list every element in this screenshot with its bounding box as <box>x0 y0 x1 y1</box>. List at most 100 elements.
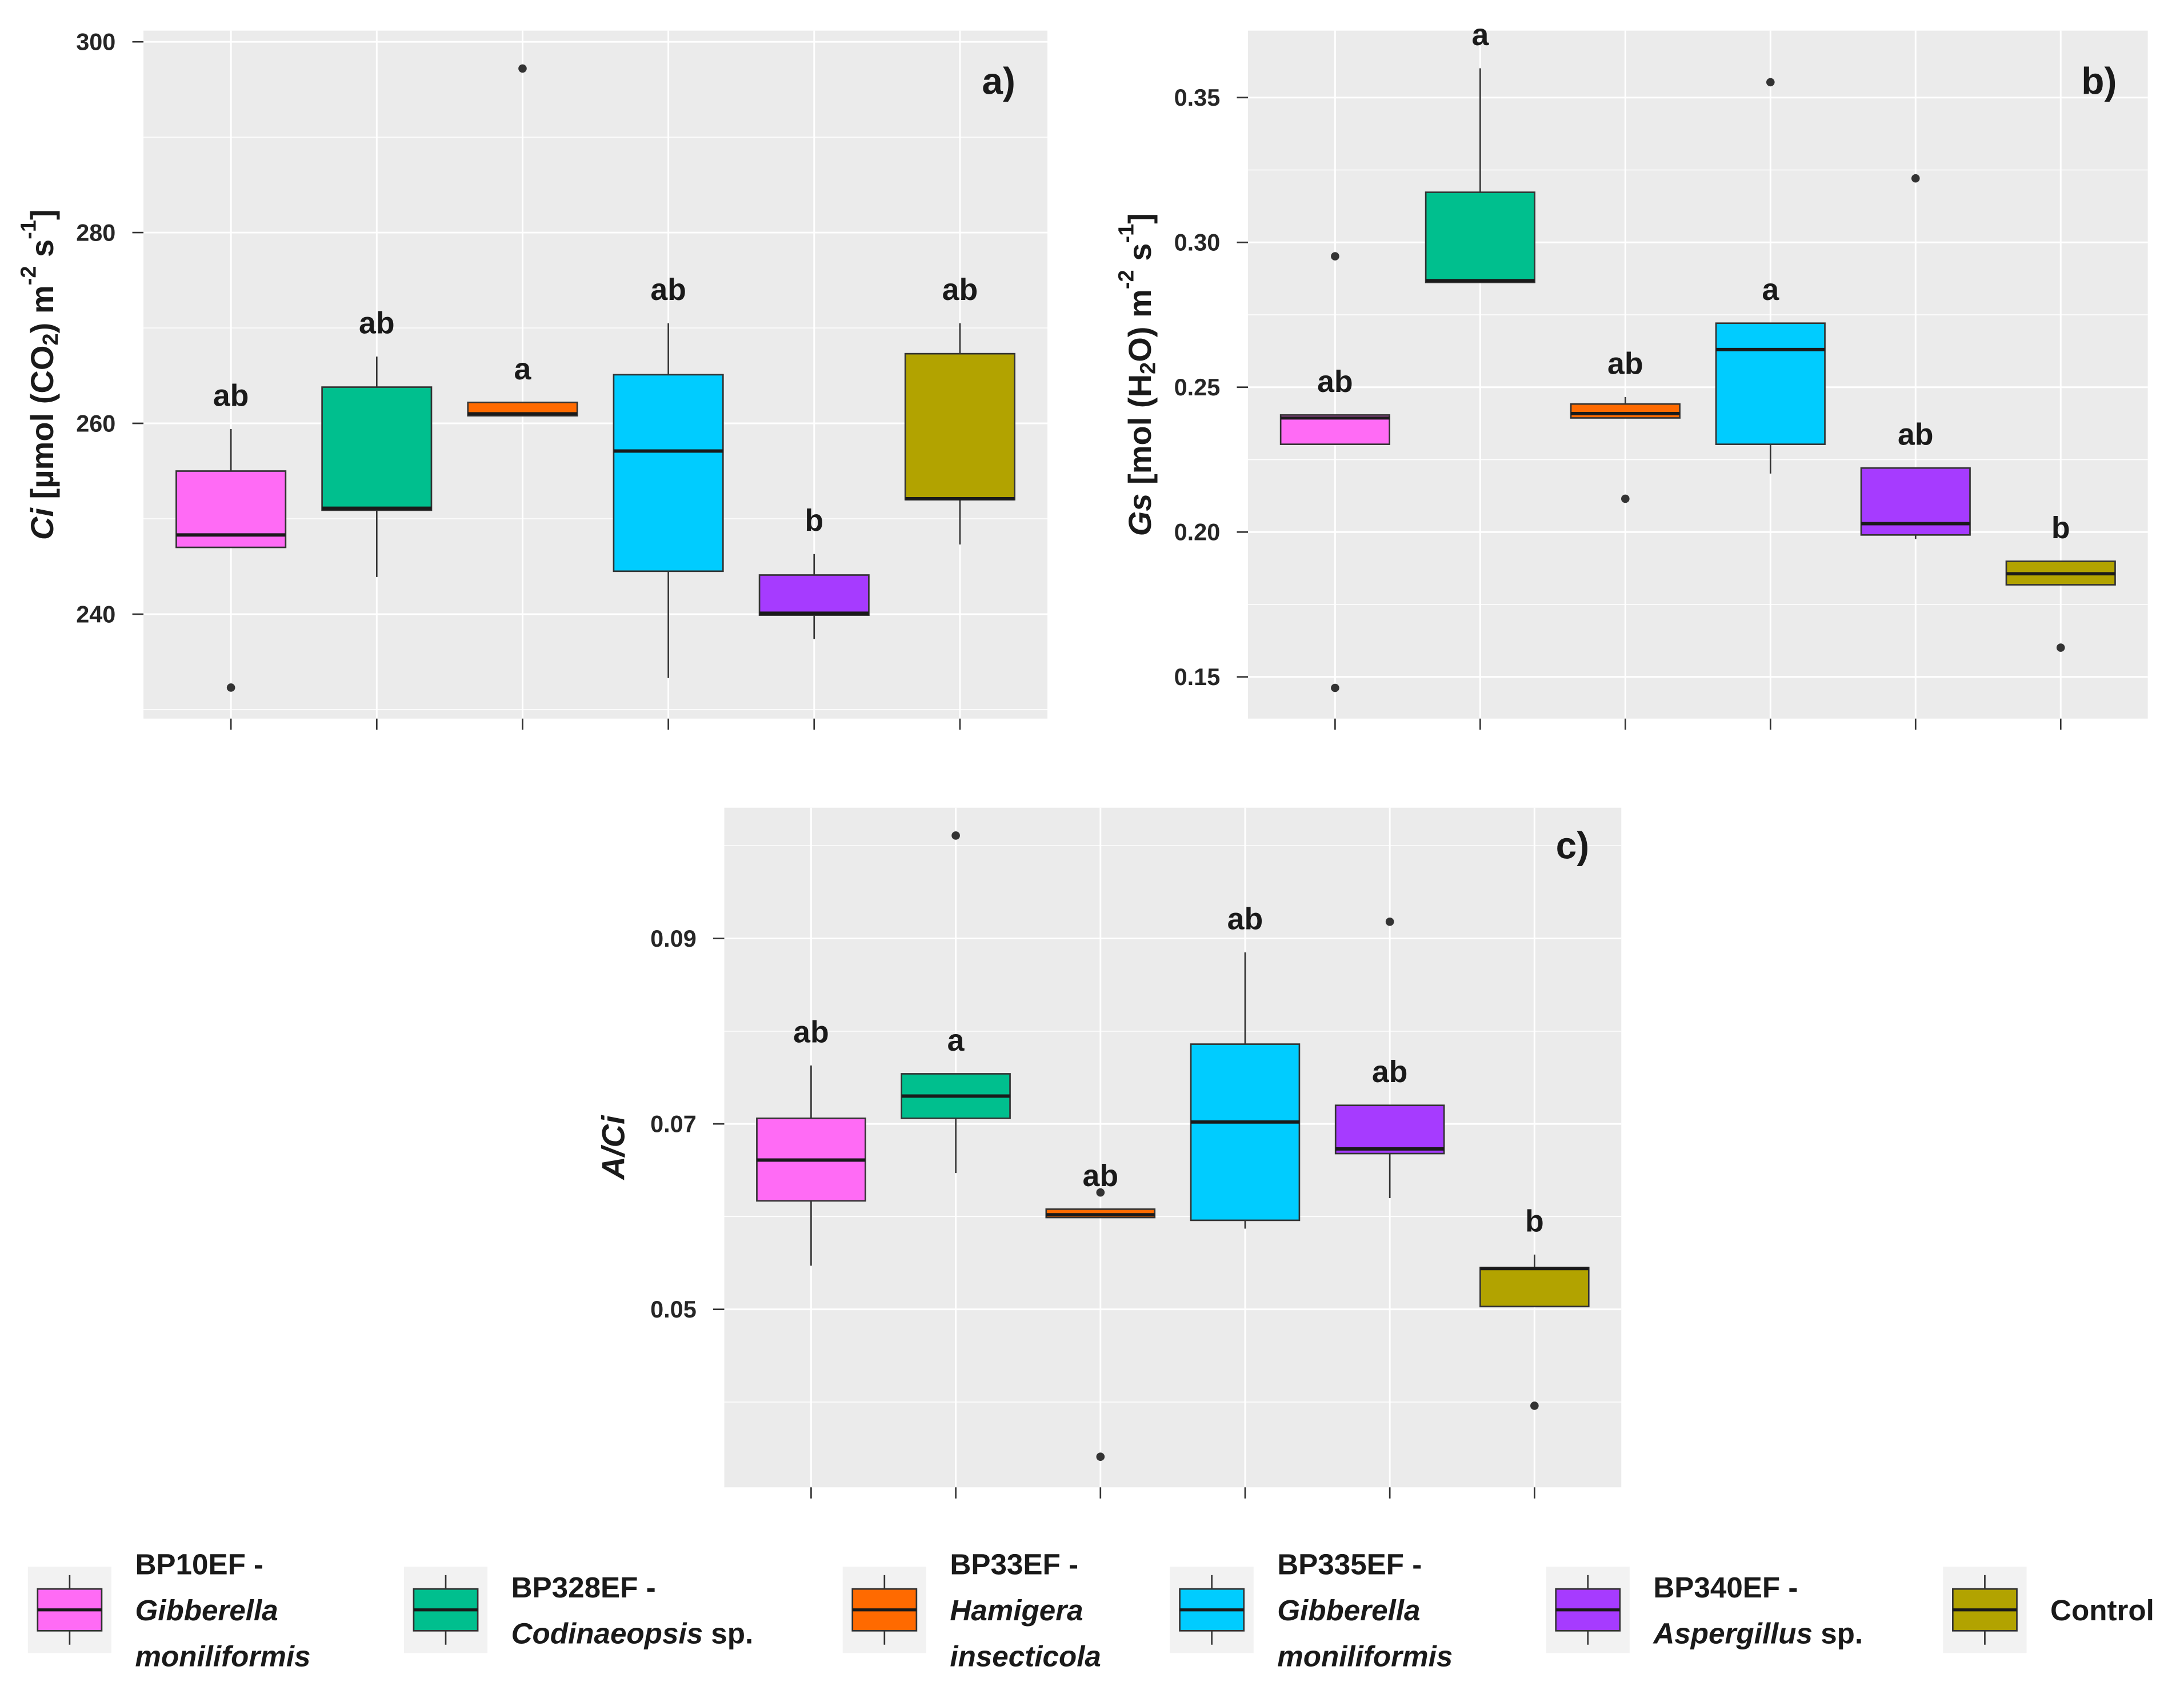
legend-key <box>403 1567 488 1653</box>
legend-text-run: BP10EF - <box>135 1548 263 1581</box>
legend-text-run: Gibberella <box>135 1594 278 1627</box>
legend-label-line: Gibberella <box>135 1594 278 1627</box>
boxplot-bp335ef: ab <box>613 273 724 678</box>
significance-letter: ab <box>942 273 978 307</box>
significance-letter: ab <box>1083 1159 1119 1193</box>
legend-key <box>842 1567 926 1653</box>
significance-letter: b <box>805 503 823 538</box>
significance-letter: a <box>1471 18 1489 52</box>
text-run: [mol (H <box>1121 374 1157 494</box>
legend-text-run: Control <box>2050 1594 2154 1627</box>
outlier-point <box>2056 643 2065 652</box>
legend-label-line: insecticola <box>950 1640 1101 1672</box>
legend-text-run: BP328EF - <box>511 1571 656 1604</box>
y-tick-label: 300 <box>76 29 115 55</box>
outlier-point <box>226 683 235 692</box>
boxplot-bp33ef: a <box>467 64 578 417</box>
box <box>904 353 1015 500</box>
panel-b: 0.35 0.30 0.25 0.20 0.15 ab a ab a ab b Gs [mol (H2… <box>1114 18 2148 730</box>
legend-key <box>1170 1567 1254 1653</box>
significance-letter: ab <box>650 273 686 307</box>
box <box>1279 414 1390 445</box>
significance-letter: ab <box>213 379 249 413</box>
box <box>1425 191 1535 283</box>
y-tick-label: 0.05 <box>650 1296 697 1323</box>
legend-label-line: Aspergillus sp. <box>1652 1617 1863 1649</box>
y-tick-label: 0.09 <box>650 925 697 952</box>
boxplot-bp328ef: a <box>901 831 1011 1174</box>
superscript: -2 <box>17 266 41 286</box>
legend-item-bp33ef: BP33EF - Hamigera insecticola <box>842 1548 1101 1672</box>
legend-text-run: sp. <box>1813 1617 1863 1649</box>
legend-item-bp10ef: BP10EF - Gibberella moniliformis <box>27 1548 311 1672</box>
y-tick-label: 0.15 <box>1174 663 1221 690</box>
text-run: ) m <box>24 285 60 333</box>
legend-label-line: BP10EF - <box>135 1548 263 1581</box>
text-run: [µmol (CO <box>24 346 60 508</box>
text-run: s <box>1121 243 1157 270</box>
outlier-point <box>1621 494 1630 503</box>
superscript: -1 <box>1114 224 1138 243</box>
boxplot-control: b <box>2005 511 2116 652</box>
legend-label-line: Control <box>2050 1594 2154 1627</box>
outlier-point <box>1530 1401 1539 1410</box>
text-run: Gs <box>1121 494 1157 536</box>
boxplot-bp10ef: ab <box>1279 252 1390 692</box>
significance-letter: ab <box>1372 1055 1408 1089</box>
significance-letter: ab <box>1317 365 1353 399</box>
text-run: Ci <box>24 507 60 540</box>
text-run: O) m <box>1121 289 1157 362</box>
plot-background <box>724 807 1622 1488</box>
panel-tag: c) <box>1556 824 1590 867</box>
text-run: s <box>24 239 60 266</box>
legend-text-run: BP335EF - <box>1277 1548 1422 1581</box>
legend-text-run: sp. <box>703 1617 753 1649</box>
outlier-point <box>1911 174 1920 183</box>
y-tick-label: 260 <box>76 410 115 437</box>
significance-letter: a <box>947 1023 965 1058</box>
outlier-point <box>1331 252 1339 261</box>
significance-letter: ab <box>1227 902 1263 936</box>
y-tick-label: 0.20 <box>1174 519 1221 546</box>
box <box>1190 1043 1301 1222</box>
significance-letter: ab <box>359 306 395 341</box>
boxplot-bp33ef: ab <box>1570 346 1681 503</box>
outlier-point <box>1385 918 1394 926</box>
panel-a: 300 280 260 240 ab ab a ab b ab Ci [µmol (CO2) m-2… <box>17 29 1047 730</box>
legend-text-run: Gibberella <box>1277 1594 1420 1627</box>
legend-label-line: BP340EF - <box>1653 1571 1798 1604</box>
box <box>1715 322 1826 445</box>
box <box>1334 1104 1445 1155</box>
boxplot-bp33ef: ab <box>1045 1159 1156 1461</box>
box <box>321 386 433 511</box>
legend-label-line: Hamigera <box>950 1594 1083 1627</box>
legend-item-control: Control <box>1943 1567 2154 1653</box>
legend-label-line: moniliformis <box>135 1640 310 1672</box>
panel-c: 0.09 0.07 0.05 ab a ab ab ab b A/Ci c) <box>595 807 1622 1499</box>
panel-tag: a) <box>982 59 1015 102</box>
significance-letter: a <box>514 352 532 386</box>
legend-label-line: BP328EF - <box>511 1571 656 1604</box>
box <box>758 574 870 616</box>
box <box>613 374 724 572</box>
y-tick-label: 0.30 <box>1174 229 1221 256</box>
boxplot-bp340ef: b <box>758 503 870 639</box>
subscript: 2 <box>1137 362 1161 374</box>
significance-letter: ab <box>793 1015 829 1049</box>
legend-text-run: moniliformis <box>135 1640 310 1672</box>
subscript: 2 <box>39 333 63 345</box>
legend: BP10EF - Gibberella moniliformis BP328EF - C… <box>27 1548 2154 1672</box>
plot-background <box>143 30 1047 719</box>
plot-background <box>1248 30 2148 719</box>
outlier-point <box>1766 78 1775 87</box>
significance-letter: b <box>2051 511 2070 545</box>
boxplot-bp328ef: ab <box>321 306 433 577</box>
significance-letter: a <box>1762 273 1779 307</box>
y-axis-title: Ci [µmol (CO2) m-2 s-1] <box>17 209 63 540</box>
outlier-point <box>1096 1452 1105 1461</box>
y-tick-label: 280 <box>76 219 115 246</box>
legend-key <box>27 1567 111 1653</box>
boxplot-bp340ef: ab <box>1334 918 1445 1198</box>
legend-text-run: BP340EF - <box>1653 1571 1798 1604</box>
